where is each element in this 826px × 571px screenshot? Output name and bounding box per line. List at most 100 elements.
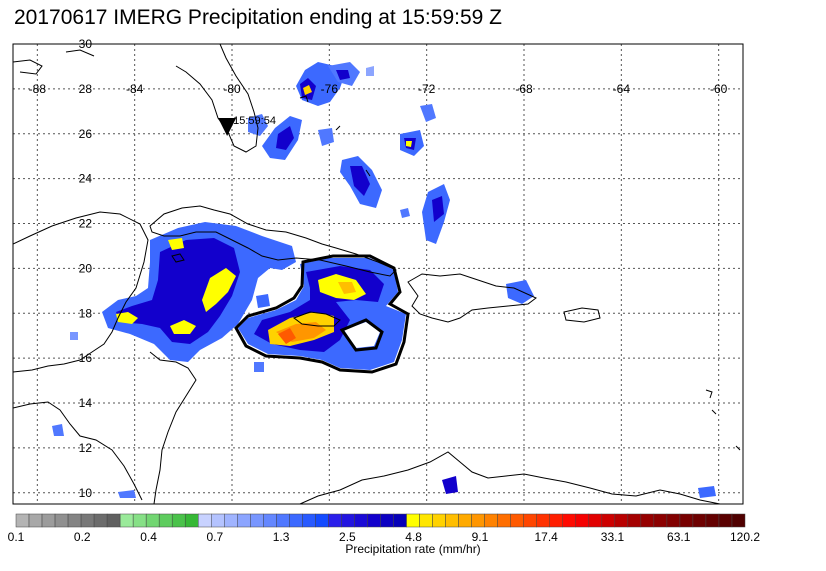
- lat-tick-label: 28: [79, 82, 93, 96]
- map-title: 20170617 IMERG Precipitation ending at 1…: [14, 6, 502, 29]
- colorbar-swatch: [588, 513, 603, 528]
- marker-triangle-icon: [218, 118, 237, 136]
- disturbance-contour: [234, 254, 410, 374]
- colorbar-swatch: [731, 513, 746, 528]
- lon-tick-label: -84: [126, 82, 144, 96]
- colorbar-tick-label: 0.7: [206, 530, 223, 544]
- colorbar-swatch: [15, 513, 30, 528]
- colorbar-swatch: [263, 513, 277, 528]
- lat-tick-label: 26: [79, 127, 93, 141]
- colorbar-swatch: [627, 513, 642, 528]
- colorbar-swatch: [289, 513, 303, 528]
- colorbar-swatch: [536, 513, 550, 528]
- colorbar-swatch: [497, 513, 511, 528]
- colorbar-swatch: [458, 513, 472, 528]
- lon-tick-label: -60: [710, 82, 728, 96]
- colorbar-swatch: [106, 513, 121, 528]
- latitude-labels: 10 12 14 16 18 20 22 24 26 28 30: [79, 37, 93, 500]
- lat-tick-label: 14: [79, 396, 93, 410]
- colorbar-swatch: [575, 513, 590, 528]
- colorbar-swatch: [302, 513, 316, 528]
- colorbar-swatch: [614, 513, 629, 528]
- disturbance-inner-contour: [339, 318, 384, 352]
- colorbar-swatch: [666, 513, 681, 528]
- colorbar-swatch: [93, 513, 108, 528]
- precip-field: [52, 62, 716, 498]
- colorbar-tick-label: 120.2: [730, 530, 760, 544]
- colorbar-tick-label: 9.1: [472, 530, 489, 544]
- map-frame: [12, 43, 744, 505]
- lon-tick-label: -80: [223, 82, 241, 96]
- colorbar-swatch: [510, 513, 524, 528]
- colorbar-tick-label: 63.1: [667, 530, 691, 544]
- lat-tick-label: 30: [79, 37, 93, 51]
- colorbar-swatch: [549, 513, 563, 528]
- lon-tick-label: -88: [29, 82, 47, 96]
- colorbar-swatch: [367, 513, 381, 528]
- colorbar-tick-label: 0.4: [140, 530, 157, 544]
- colorbar-swatch: [692, 513, 707, 528]
- colorbar-swatch: [250, 513, 264, 528]
- lat-tick-label: 12: [79, 441, 93, 455]
- colorbar-swatch: [640, 513, 655, 528]
- colorbar-swatch: [224, 513, 238, 528]
- colorbar-swatch: [393, 513, 407, 528]
- colorbar-label: Precipitation rate (mm/hr): [345, 542, 481, 556]
- lat-tick-label: 16: [79, 351, 93, 365]
- lat-tick-label: 22: [79, 217, 93, 231]
- colorbar-swatch: [484, 513, 498, 528]
- colorbar-swatch: [158, 513, 173, 528]
- colorbar: [15, 513, 746, 528]
- colorbar-tick-labels: 0.1 0.2 0.4 0.7 1.3 2.5 4.8 9.1 17.4 33.1 63.1 120.…: [8, 530, 761, 544]
- colorbar-swatch: [145, 513, 160, 528]
- colorbar-swatch: [237, 513, 251, 528]
- colorbar-swatch: [445, 513, 459, 528]
- colorbar-swatch: [198, 513, 212, 528]
- lat-tick-label: 18: [79, 306, 93, 320]
- colorbar-tick-label: 4.8: [405, 530, 422, 544]
- colorbar-swatch: [54, 513, 69, 528]
- colorbar-tick-label: 0.1: [8, 530, 25, 544]
- lon-tick-label: -72: [418, 82, 436, 96]
- colorbar-tick-label: 17.4: [535, 530, 559, 544]
- colorbar-swatch: [315, 513, 329, 528]
- lon-tick-label: -64: [613, 82, 631, 96]
- colorbar-swatch: [328, 513, 342, 528]
- colorbar-swatch: [653, 513, 668, 528]
- colorbar-swatch: [354, 513, 368, 528]
- colorbar-tick-label: 2.5: [339, 530, 356, 544]
- colorbar-swatch: [341, 513, 355, 528]
- lat-tick-label: 20: [79, 261, 93, 275]
- colorbar-swatch: [80, 513, 95, 528]
- colorbar-swatch: [432, 513, 446, 528]
- colorbar-tick-label: 0.2: [74, 530, 91, 544]
- colorbar-swatch: [601, 513, 616, 528]
- colorbar-swatch: [211, 513, 225, 528]
- colorbar-swatch: [184, 513, 199, 528]
- colorbar-swatch: [276, 513, 290, 528]
- colorbar-swatch: [171, 513, 186, 528]
- colorbar-tick-label: 33.1: [601, 530, 625, 544]
- colorbar-swatch: [679, 513, 694, 528]
- colorbar-swatch: [419, 513, 433, 528]
- colorbar-swatch: [380, 513, 394, 528]
- colorbar-swatch: [67, 513, 82, 528]
- colorbar-swatch: [132, 513, 147, 528]
- colorbar-swatch: [705, 513, 720, 528]
- marker-time-label: 15:59:54: [233, 115, 276, 127]
- lon-tick-label: -76: [321, 82, 339, 96]
- colorbar-swatch: [406, 513, 420, 528]
- colorbar-tick-label: 1.3: [273, 530, 290, 544]
- longitude-labels: -88 -84 -80 -76 -72 -68 -64 -60: [29, 82, 728, 96]
- colorbar-swatch: [718, 513, 733, 528]
- colorbar-swatch: [41, 513, 56, 528]
- colorbar-swatch: [562, 513, 577, 528]
- colorbar-swatch: [471, 513, 485, 528]
- overpass-time-marker: 15:59:54: [218, 115, 276, 136]
- colorbar-swatch: [523, 513, 537, 528]
- lat-tick-label: 24: [79, 172, 93, 186]
- colorbar-swatch: [28, 513, 43, 528]
- colorbar-swatch: [119, 513, 134, 528]
- lon-tick-label: -68: [515, 82, 533, 96]
